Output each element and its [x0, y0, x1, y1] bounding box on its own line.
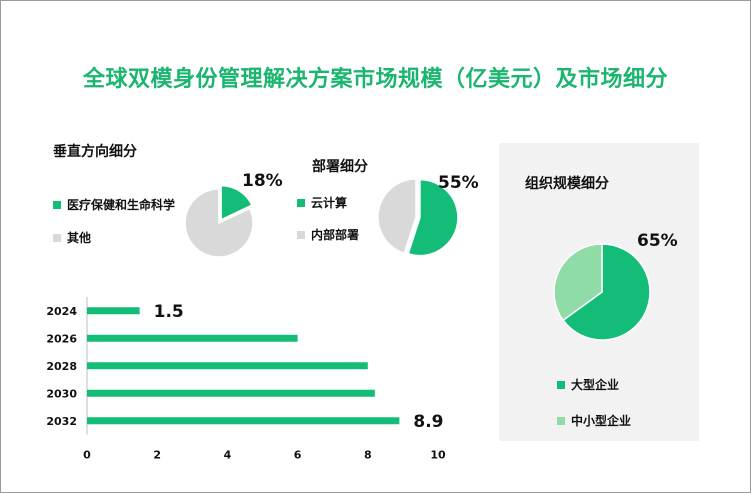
pie2-legend-label-1: 内部部署 [311, 228, 360, 242]
bar-2028 [87, 362, 368, 370]
pie1-title: 垂直方向细分 [53, 144, 137, 160]
pie3-legend-item-0: 大型企业 [557, 376, 619, 393]
bar-2030 [87, 389, 375, 397]
pie2-legend-item-1: 内部部署 [297, 226, 359, 243]
pie3-slice-1 [553, 243, 603, 322]
page-title: 全球双模身份管理解决方案市场规模（亿美元）及市场细分 [82, 67, 668, 92]
pie1-slice-0 [220, 184, 253, 221]
pie2-slice-0 [407, 178, 459, 257]
legend-swatch [297, 198, 305, 207]
bar-data-label: 8.9 [413, 412, 443, 432]
x-tick-label: 4 [224, 449, 232, 462]
pie3-title: 组织规模细分 [525, 176, 609, 192]
pie3-value-label: 65% [637, 231, 678, 251]
pie2-slice-1 [377, 178, 417, 255]
legend-swatch [557, 380, 565, 389]
pie3-legend-label-1: 中小型企业 [571, 414, 632, 428]
bar-2026 [87, 334, 298, 342]
x-tick-label: 2 [153, 449, 161, 462]
pie1-value-label: 18% [242, 171, 283, 191]
pie2-legend-label-0: 云计算 [311, 196, 348, 210]
legend-swatch [53, 200, 61, 209]
bar-2024 [87, 307, 140, 315]
bar-category-label: 2028 [46, 360, 77, 373]
bar-category-label: 2032 [46, 415, 77, 428]
x-tick-label: 0 [83, 449, 91, 462]
pie2-value-label: 55% [438, 173, 479, 193]
pie3-legend-item-1: 中小型企业 [557, 412, 631, 429]
bar-category-label: 2030 [46, 387, 77, 400]
pie3-svg [553, 243, 651, 341]
pie1-legend-label-1: 其他 [67, 231, 92, 245]
legend-swatch [557, 416, 565, 425]
x-tick-label: 8 [364, 449, 372, 462]
legend-swatch [53, 233, 61, 242]
pie2-svg [377, 178, 459, 257]
bar-category-label: 2026 [46, 332, 77, 345]
pie2-legend-item-0: 云计算 [297, 194, 347, 211]
bar-data-label: 1.5 [154, 302, 184, 322]
x-tick-label: 6 [294, 449, 302, 462]
pie2-title: 部署细分 [312, 159, 368, 175]
x-tick-label: 10 [430, 449, 446, 462]
pie1-legend-item-1: 其他 [53, 229, 91, 246]
bar-chart-svg: 2024 1.5 2026 2028 2030 2032 8.9 0 2 4 6 8 10 [46, 297, 446, 462]
bar-2032 [87, 417, 400, 425]
pie3-legend-label-0: 大型企业 [571, 378, 620, 392]
legend-swatch [297, 230, 305, 239]
pie1-slice-1 [184, 188, 254, 258]
pie1-legend-label-0: 医疗保健和生命科学 [67, 198, 176, 212]
pie3-slice-0 [562, 243, 651, 341]
pie1-legend-item-0: 医疗保健和生命科学 [53, 196, 175, 213]
pie1-svg [184, 184, 254, 258]
bar-category-label: 2024 [46, 305, 77, 318]
